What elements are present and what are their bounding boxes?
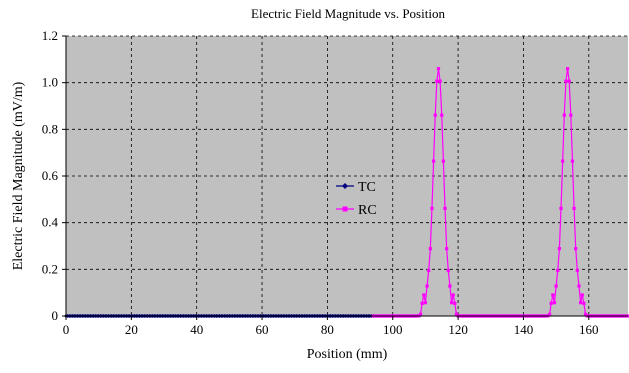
point-RC-50 bbox=[453, 301, 457, 305]
grid bbox=[66, 35, 628, 316]
point-RC-30 bbox=[420, 301, 424, 305]
chart-title: Electric Field Magnitude vs. Position bbox=[251, 6, 445, 21]
y-tick-label-1: 0.2 bbox=[42, 261, 58, 276]
point-RC-118 bbox=[564, 79, 568, 83]
point-RC-114 bbox=[557, 247, 561, 251]
y-tick-label-5: 1.0 bbox=[42, 75, 58, 90]
point-RC-29 bbox=[418, 312, 423, 316]
point-RC-38 bbox=[433, 113, 437, 117]
point-RC-34 bbox=[427, 268, 431, 273]
x-tick-label-6: 120 bbox=[448, 322, 468, 337]
point-RC-122 bbox=[570, 159, 575, 163]
point-RC-44 bbox=[443, 206, 447, 211]
y-axis-ticks: 0 0.2 0.4 0.6 0.8 1.0 1.2 bbox=[42, 28, 66, 323]
point-RC-130 bbox=[583, 312, 588, 316]
point-RC-51 bbox=[454, 312, 459, 316]
point-RC-49 bbox=[451, 293, 455, 297]
point-RC-43 bbox=[441, 159, 445, 163]
y-tick-label-3: 0.6 bbox=[42, 168, 59, 183]
y-tick-label-6: 1.2 bbox=[42, 28, 58, 43]
point-RC-129 bbox=[582, 301, 586, 305]
point-RC-48 bbox=[449, 301, 454, 305]
point-RC-42 bbox=[440, 113, 444, 117]
point-RC-37 bbox=[431, 159, 436, 163]
point-RC-112 bbox=[554, 284, 558, 288]
point-RC-121 bbox=[569, 113, 573, 117]
x-tick-label-2: 40 bbox=[190, 322, 203, 337]
point-RC-119 bbox=[565, 67, 570, 71]
legend-marker-RC bbox=[342, 206, 348, 212]
point-RC-113 bbox=[556, 268, 560, 273]
point-RC-125 bbox=[575, 268, 579, 273]
y-tick-label-4: 0.8 bbox=[42, 121, 58, 136]
x-axis-ticks: 0 20 40 60 80 100 120 140 160 bbox=[63, 316, 599, 337]
point-RC-108 bbox=[547, 312, 552, 316]
point-RC-127 bbox=[579, 301, 583, 305]
legend: TC RC bbox=[336, 180, 377, 218]
legend-label-RC: RC bbox=[358, 203, 377, 218]
x-tick-label-4: 80 bbox=[321, 322, 334, 337]
point-RC-120 bbox=[567, 79, 571, 83]
point-RC-45 bbox=[445, 247, 449, 251]
y-tick-label-2: 0.4 bbox=[42, 215, 59, 230]
x-tick-label-7: 140 bbox=[514, 322, 534, 337]
legend-marker-TC bbox=[342, 183, 348, 189]
y-axis-label: Electric Field Magnitude (mV/m) bbox=[11, 81, 26, 270]
x-tick-label-1: 20 bbox=[125, 322, 138, 337]
point-RC-32 bbox=[423, 301, 428, 305]
point-RC-123 bbox=[572, 206, 576, 211]
legend-label-TC: TC bbox=[358, 180, 376, 195]
point-RC-35 bbox=[428, 247, 432, 251]
point-RC-46 bbox=[446, 268, 450, 273]
point-RC-109 bbox=[549, 301, 553, 305]
point-RC-36 bbox=[430, 206, 434, 211]
point-RC-39 bbox=[435, 79, 439, 83]
point-RC-126 bbox=[577, 284, 581, 288]
point-RC-40 bbox=[436, 67, 441, 71]
point-RC-128 bbox=[580, 293, 584, 297]
x-tick-label-8: 160 bbox=[579, 322, 599, 337]
point-RC-31 bbox=[422, 293, 426, 297]
point-RC-47 bbox=[448, 284, 452, 288]
series-TC bbox=[64, 314, 376, 318]
legend-item-RC: RC bbox=[336, 203, 377, 218]
y-tick-label-0: 0 bbox=[52, 308, 59, 323]
point-RC-41 bbox=[438, 79, 442, 83]
x-tick-label-5: 100 bbox=[383, 322, 403, 337]
series-layer bbox=[64, 67, 629, 318]
x-axis-label: Position (mm) bbox=[307, 347, 388, 362]
point-RC-111 bbox=[552, 301, 557, 305]
point-RC-33 bbox=[425, 284, 429, 288]
legend-item-TC: TC bbox=[336, 180, 376, 195]
point-RC-115 bbox=[559, 206, 563, 211]
point-RC-116 bbox=[561, 159, 565, 163]
point-RC-110 bbox=[551, 293, 555, 297]
point-RC-124 bbox=[574, 247, 578, 251]
x-tick-label-3: 60 bbox=[256, 322, 269, 337]
point-RC-117 bbox=[562, 113, 566, 117]
x-tick-label-0: 0 bbox=[63, 322, 70, 337]
